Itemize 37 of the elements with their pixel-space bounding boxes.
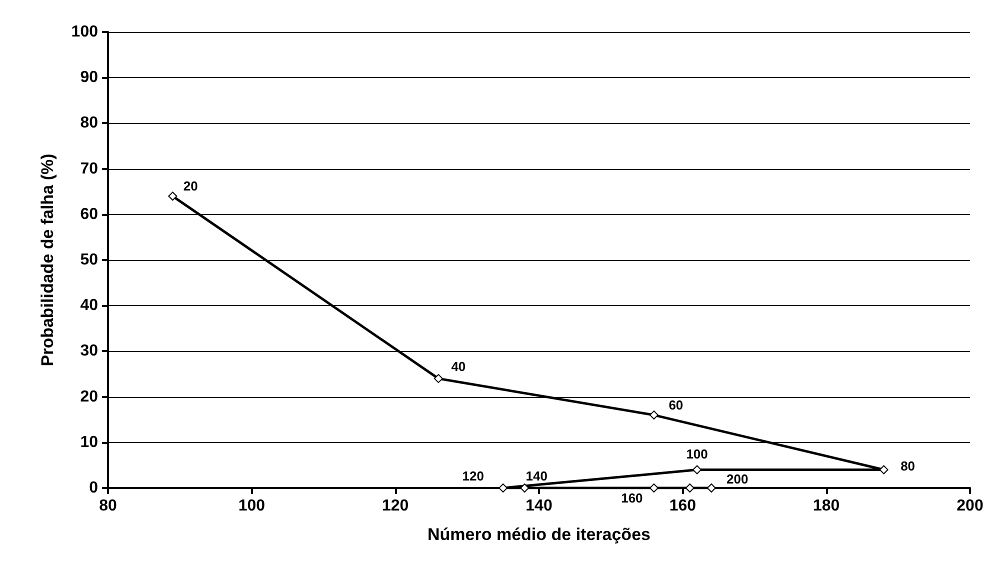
y-tick-label: 40 — [80, 297, 98, 314]
annotation: 140 — [526, 468, 548, 484]
y-tick-label: 10 — [80, 434, 98, 451]
y-tick-label: 60 — [80, 206, 98, 223]
x-axis-title: Número médio de iterações — [428, 525, 650, 544]
annotation: 120 — [462, 468, 484, 484]
x-tick-label: 120 — [382, 498, 409, 514]
point — [520, 484, 530, 492]
y-tick-label: 80 — [80, 114, 98, 132]
x-tick-label: 100 — [238, 498, 266, 514]
annotation: 80 — [900, 458, 916, 474]
annotation: 40 — [451, 359, 466, 374]
x-tick-label: 140 — [526, 498, 552, 514]
y-tick-label: 90 — [80, 69, 98, 86]
point — [879, 465, 888, 474]
y-tick-label: 100 — [71, 24, 98, 40]
point — [498, 484, 508, 492]
y-tick-label: 70 — [80, 160, 98, 178]
point — [649, 410, 658, 420]
x-tick-label: 180 — [812, 498, 840, 514]
y-tick-label: 50 — [80, 252, 98, 268]
annotation: 20 — [183, 178, 198, 194]
y-tick-label: 30 — [80, 342, 98, 360]
annotation: 100 — [686, 446, 708, 462]
annotation: 60 — [668, 398, 684, 413]
point — [168, 192, 178, 201]
y-tick-label: 0 — [89, 480, 98, 496]
x-tick-label: 160 — [669, 498, 696, 514]
annotation: 200 — [726, 472, 748, 486]
x-tick-label: 200 — [956, 498, 984, 514]
x-tick-label: 80 — [99, 498, 117, 514]
y-axis-title: Probabilidade de falha (%) — [38, 154, 57, 366]
point — [434, 374, 443, 384]
point — [706, 484, 716, 492]
point — [685, 484, 694, 492]
point — [649, 484, 658, 492]
y-tick-label: 20 — [80, 388, 98, 406]
